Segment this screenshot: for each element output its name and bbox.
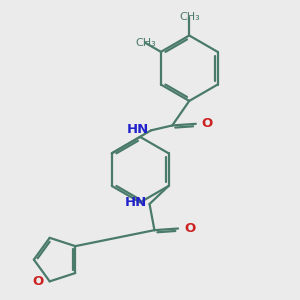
Text: O: O xyxy=(32,275,44,288)
Text: O: O xyxy=(184,222,195,235)
Text: CH₃: CH₃ xyxy=(179,13,200,22)
Text: O: O xyxy=(202,117,213,130)
Text: CH₃: CH₃ xyxy=(135,38,156,48)
Text: HN: HN xyxy=(125,196,147,209)
Text: HN: HN xyxy=(127,123,149,136)
